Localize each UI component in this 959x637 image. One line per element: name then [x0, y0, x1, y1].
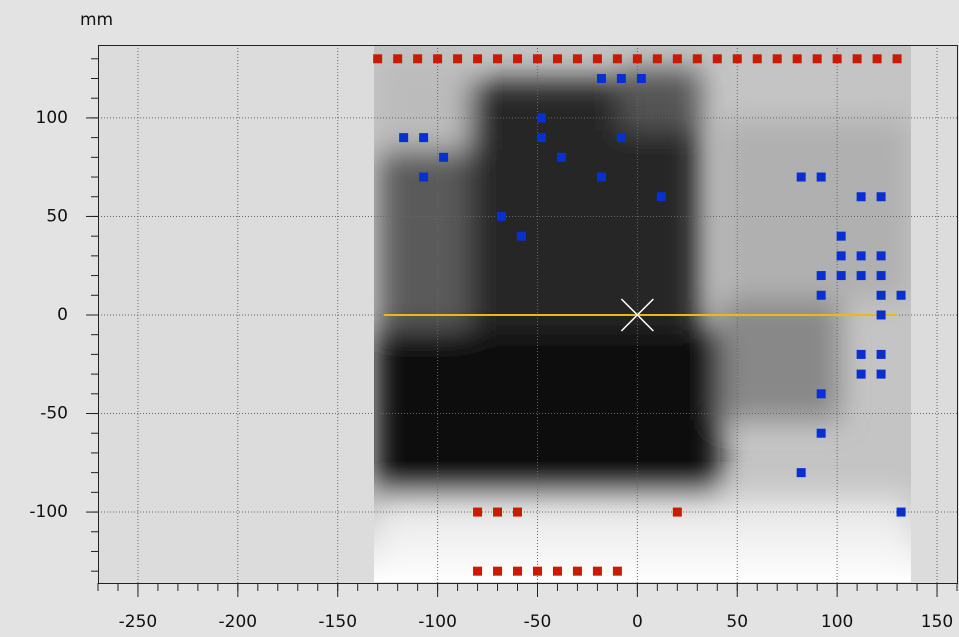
point [473, 508, 482, 517]
x-tick-label: 0 [632, 612, 643, 632]
x-tick-label: -200 [219, 612, 258, 632]
point [877, 350, 886, 359]
point [533, 567, 542, 576]
unit-label: mm [80, 10, 113, 30]
point [857, 350, 866, 359]
y-tick-label: 100 [36, 108, 68, 128]
point [493, 54, 502, 63]
point [533, 54, 542, 63]
point [817, 173, 826, 182]
point [877, 310, 886, 319]
point [493, 567, 502, 576]
point [597, 74, 606, 83]
point [537, 113, 546, 122]
point [693, 54, 702, 63]
point [557, 153, 566, 162]
x-tick-label: 50 [726, 612, 748, 632]
point [453, 54, 462, 63]
point [537, 133, 546, 142]
point [773, 54, 782, 63]
point [597, 173, 606, 182]
point [853, 54, 862, 63]
point [877, 370, 886, 379]
point [877, 192, 886, 201]
point [673, 508, 682, 517]
point [753, 54, 762, 63]
point [573, 567, 582, 576]
point [833, 54, 842, 63]
point [613, 567, 622, 576]
point [573, 54, 582, 63]
y-tick-label: -50 [40, 404, 68, 424]
point [877, 291, 886, 300]
point [633, 54, 642, 63]
point [793, 54, 802, 63]
point [513, 567, 522, 576]
point [497, 212, 506, 221]
point [419, 133, 428, 142]
point [553, 54, 562, 63]
point [517, 232, 526, 241]
point [817, 271, 826, 280]
point [877, 251, 886, 260]
x-tick-label: -50 [524, 612, 552, 632]
point [673, 54, 682, 63]
point [419, 173, 428, 182]
point [373, 54, 382, 63]
point [513, 54, 522, 63]
point [817, 291, 826, 300]
point [817, 389, 826, 398]
point [439, 153, 448, 162]
point [399, 133, 408, 142]
point [897, 291, 906, 300]
x-tick-label: -150 [318, 612, 357, 632]
x-tick-label: 150 [921, 612, 953, 632]
point [653, 54, 662, 63]
point [593, 567, 602, 576]
x-tick-label: -100 [418, 612, 457, 632]
point [493, 508, 502, 517]
point [797, 468, 806, 477]
y-tick-label: 0 [57, 305, 68, 325]
point [393, 54, 402, 63]
point [553, 567, 562, 576]
point [857, 192, 866, 201]
point [433, 54, 442, 63]
point [617, 74, 626, 83]
point [473, 567, 482, 576]
point [837, 232, 846, 241]
point [837, 271, 846, 280]
chart: mm -250 -200 -150 -100 -50 0 50 100 150 -100 -50 0 5… [0, 0, 959, 637]
point [513, 508, 522, 517]
point [877, 271, 886, 280]
point [637, 74, 646, 83]
point [813, 54, 822, 63]
point [657, 192, 666, 201]
point [413, 54, 422, 63]
y-tick-label: 50 [46, 206, 68, 226]
y-tick-label: -100 [29, 502, 68, 522]
point [897, 508, 906, 517]
point [817, 429, 826, 438]
point [617, 133, 626, 142]
point [797, 173, 806, 182]
point [473, 54, 482, 63]
point [857, 271, 866, 280]
point [593, 54, 602, 63]
point [713, 54, 722, 63]
point [613, 54, 622, 63]
x-tick-label: -250 [119, 612, 158, 632]
point [733, 54, 742, 63]
point [893, 54, 902, 63]
point [857, 251, 866, 260]
point [837, 251, 846, 260]
x-tick-label: 100 [821, 612, 853, 632]
point [857, 370, 866, 379]
point [873, 54, 882, 63]
